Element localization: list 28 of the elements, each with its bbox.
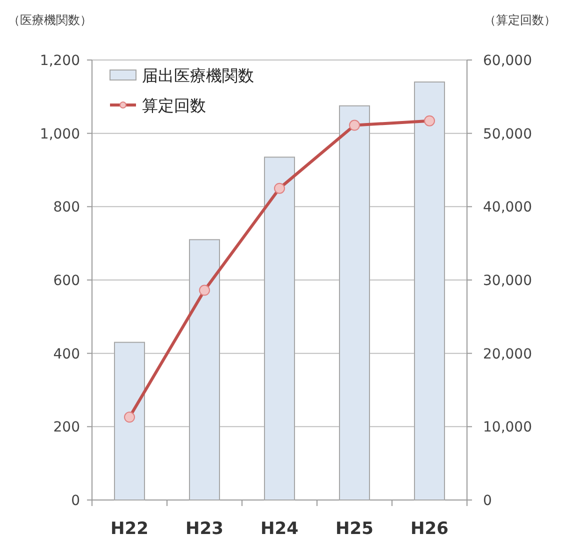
y2-tick-label: 50,000 — [483, 126, 532, 142]
y2-tick-label: 20,000 — [483, 346, 532, 362]
x-tick-label: H24 — [260, 519, 299, 539]
y-tick-label: 1,200 — [40, 53, 80, 69]
x-tick-label: H25 — [336, 519, 374, 539]
y2-tick-label: 0 — [483, 493, 492, 509]
y-tick-label: 1,000 — [40, 126, 80, 142]
bar — [264, 156, 295, 500]
legend-label: 算定回数 — [142, 96, 206, 115]
y2-tick-label: 60,000 — [483, 53, 532, 69]
x-tick-label: H22 — [110, 519, 148, 539]
y-tick-label: 0 — [71, 493, 80, 509]
bar — [339, 105, 370, 500]
y-axis-title: （医療機関数） — [8, 13, 92, 27]
y2-axis-title: （算定回数） — [484, 13, 556, 27]
y2-tick-label: 30,000 — [483, 273, 532, 289]
x-tick-label: H23 — [186, 519, 224, 539]
bar — [114, 342, 145, 500]
y2-tick-label: 10,000 — [483, 420, 532, 436]
y-tick-label: 400 — [53, 346, 80, 362]
x-tick-label: H26 — [410, 519, 448, 539]
bar — [414, 82, 445, 500]
bar — [189, 239, 220, 500]
y-tick-label: 600 — [53, 273, 80, 289]
y2-tick-label: 40,000 — [483, 200, 532, 216]
legend-label: 届出医療機関数 — [142, 66, 254, 85]
y-tick-label: 200 — [53, 420, 80, 436]
y-tick-label: 800 — [53, 200, 80, 216]
